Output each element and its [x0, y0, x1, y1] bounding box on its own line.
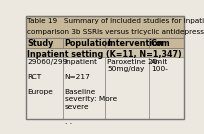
Text: Amit
100-: Amit 100-: [151, 59, 168, 72]
Text: Study: Study: [27, 40, 54, 49]
Bar: [26, 16, 184, 38]
Text: Intervention: Intervention: [107, 40, 163, 49]
Text: Inpatient

N=217

Baseline
severity: More
severe

. .: Inpatient N=217 Baseline severity: More …: [64, 59, 117, 125]
Text: 29060/299

RCT

Europe: 29060/299 RCT Europe: [27, 59, 68, 95]
Text: Table 19   Summary of included studies for inpatient versus: Table 19 Summary of included studies for…: [27, 18, 204, 24]
Bar: [105, 38, 149, 48]
Bar: [26, 38, 63, 48]
Bar: [26, 57, 63, 119]
Bar: [149, 38, 184, 48]
Bar: [105, 57, 149, 119]
Text: Com: Com: [151, 40, 170, 49]
Text: Population: Population: [64, 40, 113, 49]
Bar: [63, 38, 105, 48]
Text: Paroxetine 20-
50mg/day: Paroxetine 20- 50mg/day: [107, 59, 160, 72]
Bar: [26, 48, 184, 57]
Bar: [149, 57, 184, 119]
Text: Inpatient setting (K=11, N=1,347): Inpatient setting (K=11, N=1,347): [27, 50, 182, 59]
Bar: [63, 57, 105, 119]
Text: comparison 3b SSRIs versus tricyclic antidepressants (TCA: comparison 3b SSRIs versus tricyclic ant…: [27, 28, 204, 35]
